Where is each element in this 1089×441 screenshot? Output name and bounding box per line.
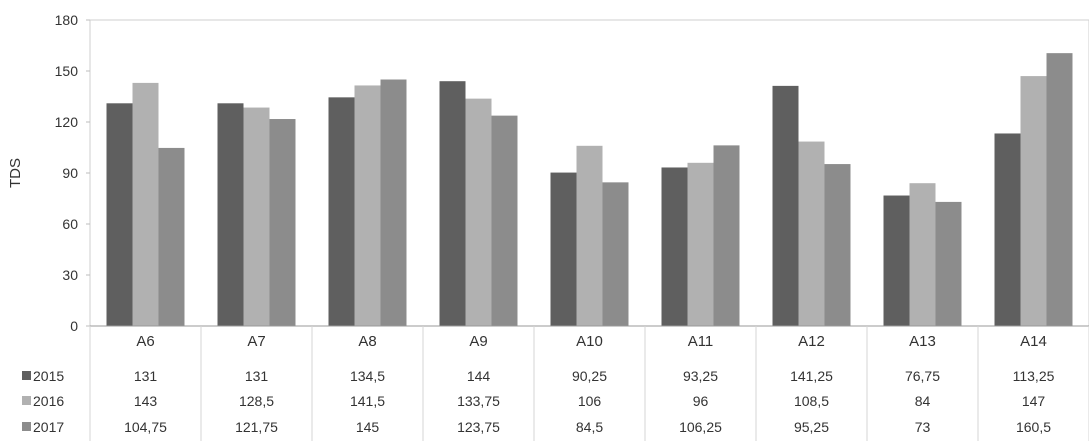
bar-2016-A8 <box>354 85 381 326</box>
bar-2015-A7 <box>217 103 244 326</box>
legend-label-2015: 2015 <box>33 368 64 384</box>
bar-2015-A10 <box>550 172 577 326</box>
y-tick-label: 60 <box>62 216 78 232</box>
data-table-cell: 131 <box>245 368 269 384</box>
bar-2017-A9 <box>491 115 518 326</box>
data-table: 2015 131 131 134,5 144 90,25 93,25 141,25 76,75 1… <box>22 368 1055 435</box>
bar-2015-A6 <box>106 103 133 326</box>
data-table-cell: 93,25 <box>683 368 718 384</box>
bar-2016-A11 <box>687 162 714 326</box>
x-category-label: A13 <box>909 333 936 350</box>
bar-2015-A9 <box>439 81 466 326</box>
bar-2016-A12 <box>798 141 825 326</box>
data-table-cell: 128,5 <box>239 393 274 409</box>
x-category-label: A9 <box>469 333 487 350</box>
bar-2016-A10 <box>576 145 603 326</box>
data-table-cell: 143 <box>134 393 158 409</box>
y-tick-label: 150 <box>55 63 79 79</box>
bar-2016-A13 <box>909 183 936 326</box>
bar-2017-A13 <box>935 201 962 326</box>
data-table-cell: 141,25 <box>790 368 833 384</box>
data-table-cell: 144 <box>467 368 491 384</box>
legend-label-2016: 2016 <box>33 393 64 409</box>
data-table-cell: 141,5 <box>350 393 385 409</box>
bar-2016-A14 <box>1020 76 1047 326</box>
y-tick-label: 30 <box>62 267 78 283</box>
y-tick-label: 90 <box>62 165 78 181</box>
legend-label-2017: 2017 <box>33 419 64 435</box>
data-table-cell: 160,5 <box>1016 419 1051 435</box>
x-axis: A6 A7 A8 A9 A10 A11 A12 A13 A14 <box>89 325 1089 441</box>
bar-2017-A7 <box>269 119 296 327</box>
bar-2017-A6 <box>158 147 185 326</box>
data-table-cell: 84 <box>915 393 931 409</box>
bar-2016-A7 <box>243 107 270 326</box>
bar-2015-A8 <box>328 97 355 326</box>
data-table-cell: 134,5 <box>350 368 385 384</box>
data-table-cell: 95,25 <box>794 419 829 435</box>
x-category-label: A10 <box>576 333 603 350</box>
data-table-cell: 131 <box>134 368 158 384</box>
bar-2017-A11 <box>713 145 740 326</box>
y-tick-label: 0 <box>70 318 78 334</box>
data-table-cell: 123,75 <box>457 419 500 435</box>
bar-2017-A8 <box>380 79 407 326</box>
data-table-cell: 104,75 <box>124 419 167 435</box>
data-table-cell: 113,25 <box>1013 368 1055 384</box>
bar-2015-A12 <box>772 85 799 326</box>
bars-layer <box>106 53 1073 327</box>
legend-swatch-2017 <box>22 422 31 431</box>
y-axis: 0 30 60 90 120 150 180 <box>55 12 90 334</box>
data-table-cell: 108,5 <box>794 393 829 409</box>
data-table-cell: 96 <box>693 393 709 409</box>
bar-2015-A14 <box>994 133 1021 326</box>
x-category-label: A6 <box>136 333 154 350</box>
legend-swatch-2016 <box>22 396 31 405</box>
data-table-cell: 147 <box>1022 393 1046 409</box>
y-axis-label: TDS <box>7 158 24 188</box>
bar-2015-A11 <box>661 167 688 326</box>
bar-2015-A13 <box>883 195 910 326</box>
x-category-label: A11 <box>688 333 714 350</box>
data-table-cell: 121,75 <box>235 419 278 435</box>
data-table-cell: 76,75 <box>905 368 940 384</box>
y-tick-label: 120 <box>55 114 79 130</box>
bar-2017-A12 <box>824 164 851 326</box>
data-table-cell: 84,5 <box>576 419 603 435</box>
bar-2016-A9 <box>465 98 492 326</box>
x-category-label: A14 <box>1020 333 1047 350</box>
x-category-label: A12 <box>798 333 825 350</box>
data-table-cell: 73 <box>915 419 931 435</box>
y-tick-label: 180 <box>55 12 79 28</box>
data-table-cell: 106,25 <box>679 419 722 435</box>
legend-swatch-2015 <box>22 371 31 380</box>
x-category-label: A8 <box>358 333 376 350</box>
x-category-label: A7 <box>247 333 265 350</box>
data-table-cell: 145 <box>356 419 380 435</box>
data-table-cell: 106 <box>578 393 602 409</box>
bar-2016-A6 <box>132 82 159 327</box>
data-table-cell: 90,25 <box>572 368 607 384</box>
data-table-cell: 133,75 <box>457 393 500 409</box>
bar-2017-A10 <box>602 182 629 326</box>
bar-2017-A14 <box>1046 53 1073 327</box>
